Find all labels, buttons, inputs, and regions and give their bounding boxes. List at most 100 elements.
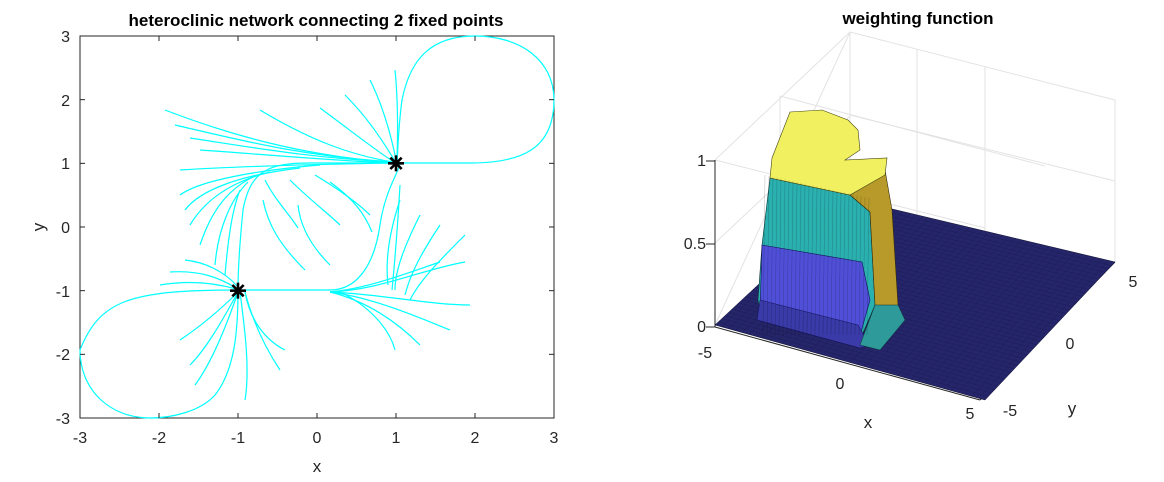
- mesh-line: [802, 183, 806, 336]
- mesh-line: [858, 196, 862, 336]
- mesh-line: [850, 194, 854, 336]
- x-tick-label: 2: [471, 430, 480, 447]
- x-tick-label: 0: [836, 376, 845, 393]
- mesh-line: [870, 235, 1003, 369]
- streamline: [259, 109, 394, 163]
- mesh-line: [937, 250, 1069, 387]
- y-tick-label: 0: [1066, 336, 1075, 353]
- y-tick-label: -5: [1003, 403, 1017, 420]
- mesh-line: [917, 246, 1049, 382]
- streamline: [244, 291, 281, 371]
- mesh-line: [762, 174, 766, 336]
- streamline: [339, 291, 396, 351]
- streamline: [179, 164, 321, 196]
- left-axes-box: [79, 35, 555, 419]
- mesh-line: [838, 191, 842, 336]
- mesh-line: [806, 184, 810, 336]
- y-tick-label: -1: [56, 284, 70, 301]
- streamline: [289, 179, 341, 226]
- right-ticks: 0 0.5 1 -5 0 5 -5 0 5: [684, 153, 1138, 423]
- mesh-line: [790, 181, 794, 336]
- mesh-line: [964, 257, 1096, 395]
- left-chart-title: heteroclinic network connecting 2 fixed …: [128, 11, 503, 30]
- mesh-line: [810, 185, 814, 336]
- mesh-line: [774, 177, 778, 336]
- mesh-line: [846, 193, 850, 336]
- mesh-line: [786, 180, 790, 336]
- y-tick-label: 2: [61, 93, 70, 110]
- streamline: [189, 171, 271, 226]
- z-tick-label: 0.5: [684, 236, 706, 253]
- mesh-line: [890, 239, 1023, 374]
- plateau-mesh: [762, 174, 870, 336]
- streamline: [214, 181, 249, 266]
- x-tick-label: 5: [966, 406, 975, 423]
- mesh-line: [957, 255, 1089, 393]
- mesh-line: [924, 247, 1056, 384]
- right-x-axis-label: x: [864, 413, 873, 432]
- mesh-line: [862, 196, 866, 336]
- x-tick-label: 1: [392, 430, 401, 447]
- right-y-axis-label: y: [1068, 399, 1077, 418]
- mesh-line: [903, 242, 1036, 378]
- x-axis-line: [714, 326, 981, 401]
- mesh-line: [971, 258, 1102, 397]
- grid-line: [714, 31, 851, 161]
- streamline: [262, 199, 306, 271]
- streamline: [179, 162, 393, 171]
- mesh-line: [883, 238, 1016, 372]
- mesh-line: [778, 178, 782, 336]
- mesh-line: [822, 188, 826, 336]
- y-tick-label: 0: [61, 220, 70, 237]
- streamline: [184, 167, 301, 211]
- x-tick-label: 3: [550, 430, 559, 447]
- streamline: [391, 184, 401, 291]
- plateau-top: [769, 109, 888, 196]
- surface: [714, 109, 1116, 401]
- mesh-line: [876, 236, 1010, 371]
- streamline: [394, 214, 421, 291]
- y-tick-label: 1: [61, 156, 70, 173]
- streamline: [189, 291, 239, 366]
- streamline: [199, 175, 256, 246]
- streamline: [386, 199, 401, 286]
- y-tick-label: 5: [1129, 274, 1138, 291]
- mesh-line: [978, 260, 1109, 399]
- mesh-line: [770, 176, 774, 336]
- mesh-line: [818, 187, 822, 336]
- streamline: [224, 189, 241, 276]
- mesh-line: [842, 192, 846, 336]
- left-y-axis-label: y: [29, 222, 48, 231]
- right-chart-title: weighting function: [841, 9, 993, 28]
- y-tick-label: -3: [56, 411, 70, 428]
- mesh-line: [863, 233, 996, 367]
- grid-line: [849, 31, 1116, 101]
- streamline: [79, 289, 239, 419]
- streamline: [329, 291, 471, 306]
- streamline: [264, 179, 299, 229]
- mesh-line: [798, 182, 802, 336]
- streamline: [169, 271, 237, 289]
- streamline: [319, 107, 395, 163]
- streamline: [184, 259, 238, 287]
- fixed-point-marker: [388, 155, 404, 172]
- mesh-line: [951, 254, 1083, 391]
- grid-line: [779, 95, 1046, 167]
- mesh-line: [897, 241, 1029, 376]
- streamline: [239, 291, 248, 401]
- left-x-axis-label: x: [313, 457, 322, 476]
- mesh-line: [866, 197, 870, 336]
- streamline: [189, 137, 394, 163]
- streamline: [329, 261, 441, 293]
- streamline: [369, 79, 397, 161]
- phase-portrait-plot: heteroclinic network connecting 2 fixed …: [29, 11, 559, 476]
- mesh-line: [910, 244, 1043, 380]
- streamline: [394, 69, 399, 161]
- streamlines: [79, 35, 555, 419]
- fixed-point-marker: [230, 282, 246, 299]
- mesh-line: [782, 179, 786, 336]
- z-tick-label: 1: [697, 153, 706, 170]
- mesh-line: [826, 189, 830, 336]
- streamline: [174, 124, 395, 163]
- streamline: [404, 224, 441, 296]
